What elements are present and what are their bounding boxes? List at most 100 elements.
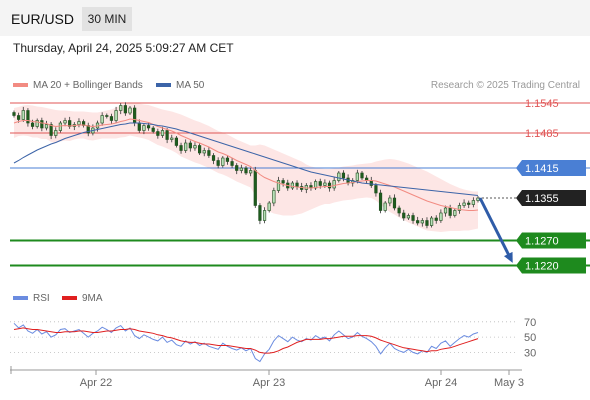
x-tick-label: May 3 xyxy=(494,377,524,389)
candle-body xyxy=(207,150,211,156)
candle-body xyxy=(262,210,267,221)
candle-body xyxy=(146,125,151,129)
ma50-label: MA 50 xyxy=(176,80,205,91)
candle-body xyxy=(156,131,160,136)
candle-body xyxy=(142,125,146,131)
ma20-swatch xyxy=(13,83,28,88)
candle-body xyxy=(105,115,109,117)
candle-body xyxy=(30,122,35,127)
rsi-swatch xyxy=(13,296,28,301)
candle-body xyxy=(416,220,420,224)
candle-body xyxy=(462,202,466,206)
candle-body xyxy=(63,120,67,124)
candle-body xyxy=(211,155,216,161)
legend-ma20: MA 20 + Bollinger Bands xyxy=(13,80,143,91)
candle-body xyxy=(369,180,373,186)
candle-body xyxy=(378,192,383,211)
candle-body xyxy=(388,197,392,204)
timestamp: Thursday, April 24, 2025 5:09:27 AM CET xyxy=(13,41,234,55)
candle-body xyxy=(114,110,118,121)
candle-body xyxy=(188,142,192,149)
candle-body xyxy=(355,172,359,181)
candle-body xyxy=(272,190,276,204)
candle-body xyxy=(253,170,257,206)
candle-body xyxy=(239,167,243,171)
candle-body xyxy=(327,182,332,189)
candle-body xyxy=(216,160,220,166)
candle-body xyxy=(290,182,295,189)
candle-body xyxy=(109,116,114,121)
rsi-label: RSI xyxy=(33,293,50,304)
candle-body xyxy=(420,220,424,224)
candle-body xyxy=(439,212,443,221)
header-bar: EUR/USD 30 MIN xyxy=(0,0,590,36)
candle-body xyxy=(179,145,183,151)
candle-body xyxy=(448,207,452,216)
level-label-resistance-2: 1.1545 xyxy=(525,98,559,110)
candle-body xyxy=(467,202,471,205)
candle-body xyxy=(54,130,58,136)
candle-body xyxy=(58,122,62,131)
candle-body xyxy=(360,172,364,179)
candle-body xyxy=(374,185,378,194)
candle-body xyxy=(425,220,429,226)
candle-body xyxy=(337,172,341,181)
candle-body xyxy=(44,124,49,129)
forecast-arrow-shaft xyxy=(478,197,512,259)
timeframe-badge[interactable]: 30 MIN xyxy=(82,7,132,31)
credit-text: Research © 2025 Trading Central xyxy=(430,80,580,91)
candle-body xyxy=(453,210,457,216)
rsi-tick-label: 50 xyxy=(524,332,536,344)
candle-body xyxy=(184,142,188,151)
candle-body xyxy=(230,161,234,166)
candle-body xyxy=(133,107,137,124)
level-tag-pivot xyxy=(516,160,586,176)
candle-body xyxy=(77,121,81,125)
candle-body xyxy=(295,182,299,187)
rsi-ma-line xyxy=(13,327,479,354)
rsi-line xyxy=(13,322,479,363)
candle-body xyxy=(392,197,397,209)
forecast-arrow-head xyxy=(503,251,513,263)
ma50-line xyxy=(13,122,479,196)
candle-body xyxy=(221,157,225,166)
candle-body xyxy=(198,145,202,154)
candle-body xyxy=(12,112,16,116)
ma20-line xyxy=(13,118,479,211)
candle-body xyxy=(193,145,197,149)
candle-body xyxy=(457,205,462,211)
candle-body xyxy=(434,217,438,221)
candle-body xyxy=(318,181,322,186)
candle-body xyxy=(341,172,346,179)
candle-body xyxy=(258,205,262,221)
candle-body xyxy=(332,180,336,189)
candle-body xyxy=(165,130,169,140)
legend-rsi-ma: 9MA xyxy=(62,293,103,304)
candle-body xyxy=(35,120,39,127)
candle-body xyxy=(323,182,327,186)
x-tick-label: Apr 22 xyxy=(80,377,112,389)
candle-body xyxy=(151,127,155,132)
candle-body xyxy=(267,202,271,211)
legend-ma50: MA 50 xyxy=(156,80,204,91)
candle-body xyxy=(119,105,123,111)
x-tick-label: Apr 23 xyxy=(253,377,285,389)
level-tag-support-1 xyxy=(516,232,586,249)
candle-body xyxy=(411,215,415,221)
level-label-support-2: 1.1220 xyxy=(525,261,559,273)
candle-body xyxy=(397,207,401,214)
level-tag-current-price xyxy=(516,190,586,206)
ma20-label: MA 20 + Bollinger Bands xyxy=(33,80,143,91)
candle-body xyxy=(174,137,179,146)
ma50-swatch xyxy=(156,83,171,88)
candle-body xyxy=(249,170,253,174)
candle-body xyxy=(26,110,30,124)
candle-body xyxy=(128,107,132,114)
rsi-ma-label: 9MA xyxy=(82,293,103,304)
rsi-ma-swatch xyxy=(62,296,77,301)
symbol-label: EUR/USD xyxy=(11,11,75,27)
candle-body xyxy=(429,217,434,226)
candle-body xyxy=(281,180,285,184)
candle-body xyxy=(383,202,387,211)
